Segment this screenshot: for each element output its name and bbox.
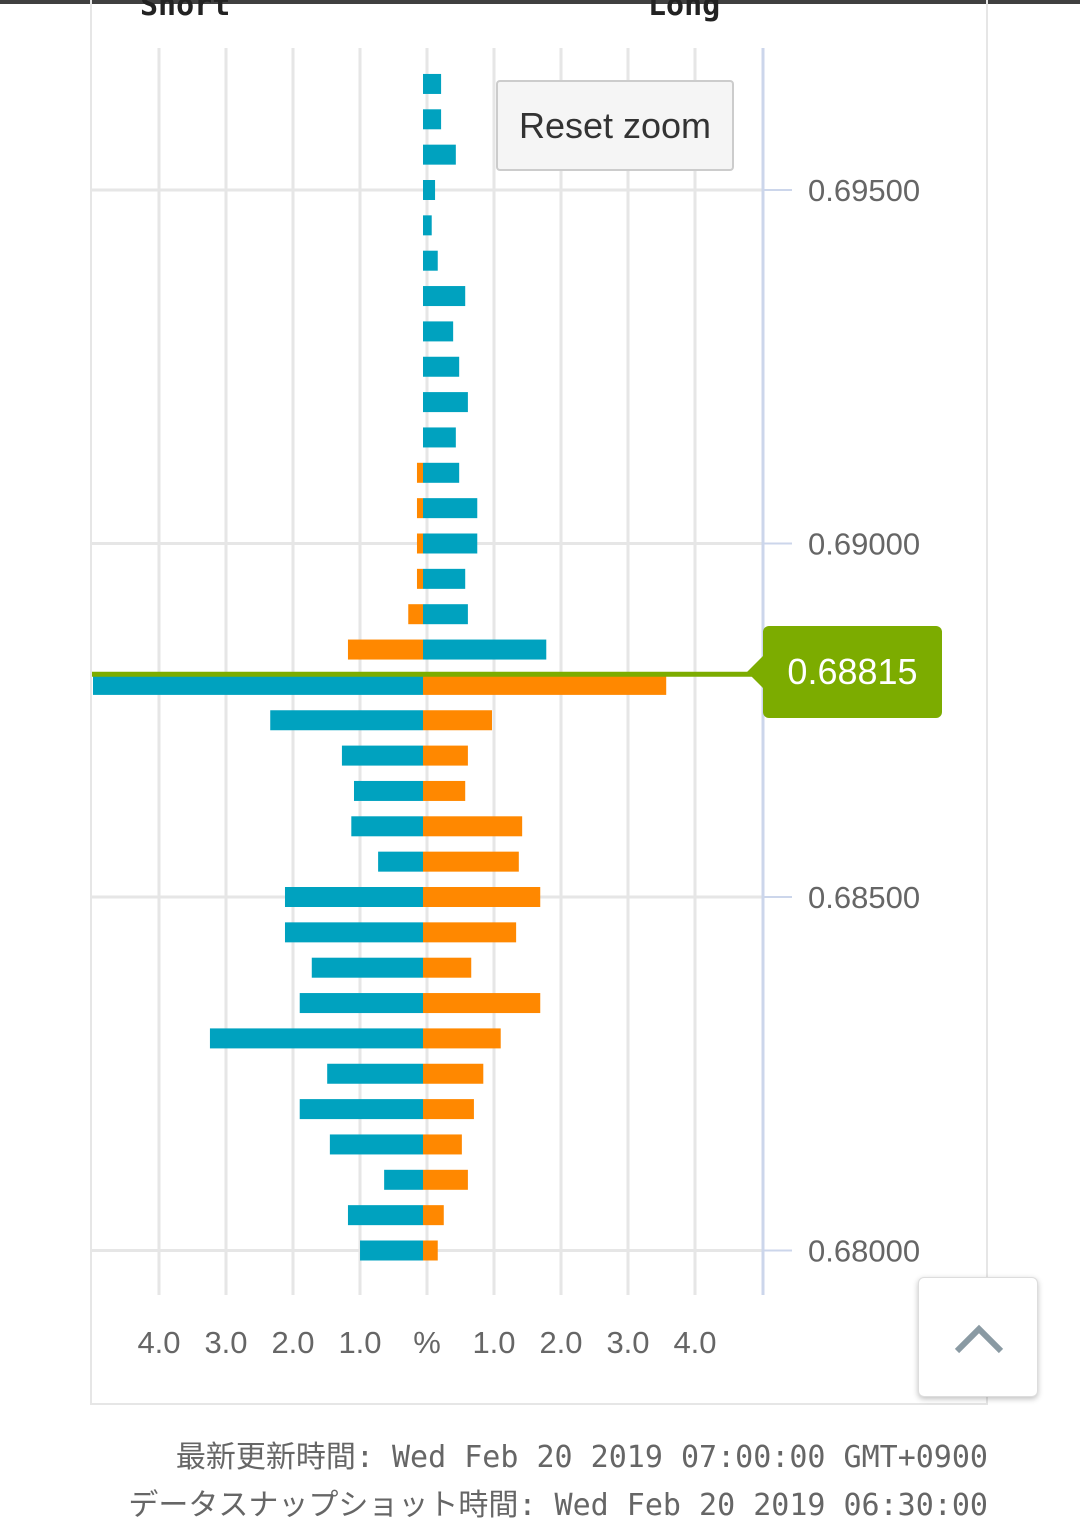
long-bar <box>423 957 472 978</box>
long-bar <box>423 710 493 731</box>
long-bar <box>423 180 436 200</box>
long-bar <box>423 922 517 943</box>
long-bar <box>423 321 454 342</box>
y-tick-label: 0.68000 <box>808 1234 920 1269</box>
long-bar <box>423 356 460 377</box>
short-bar <box>327 1063 423 1084</box>
y-tick-label: 0.68500 <box>808 880 920 915</box>
short-bar <box>329 1134 423 1155</box>
long-bar <box>423 144 456 165</box>
long-bar <box>423 745 468 766</box>
long-bar <box>423 286 466 307</box>
long-bar <box>423 993 541 1014</box>
short-bar <box>341 745 423 766</box>
short-bar <box>284 887 423 907</box>
x-tick-label: % <box>413 1325 441 1360</box>
long-bar <box>423 462 460 483</box>
long-bar <box>423 816 523 837</box>
x-tick-label: 4.0 <box>137 1325 180 1360</box>
long-bar <box>423 1169 468 1190</box>
long-label: Long <box>648 0 721 23</box>
long-bar <box>423 250 438 271</box>
snapshot-time-text: データスナップショット時間: Wed Feb 20 2019 06:30:00 <box>128 1488 988 1523</box>
long-bar <box>423 604 468 625</box>
short-bar <box>299 1099 423 1120</box>
y-tick-label: 0.69500 <box>808 173 920 208</box>
long-bar <box>423 568 466 589</box>
long-bar <box>423 887 541 907</box>
short-bar <box>353 780 423 801</box>
long-bar <box>423 498 478 519</box>
long-bar <box>423 215 432 236</box>
long-bar <box>423 427 456 448</box>
y-tick-label: 0.69000 <box>808 527 920 562</box>
short-bar <box>384 1169 423 1190</box>
short-bar <box>416 498 423 519</box>
short-bar <box>270 710 423 731</box>
short-bar <box>416 568 423 589</box>
scroll-to-top-button[interactable] <box>918 1277 1038 1397</box>
x-tick-label: 1.0 <box>338 1325 381 1360</box>
short-bar <box>299 993 423 1014</box>
last-updated-text: 最新更新時間: Wed Feb 20 2019 07:00:00 GMT+090… <box>175 1440 988 1475</box>
chevron-up-icon <box>954 1324 1004 1354</box>
chart-frame <box>90 0 988 1405</box>
long-bar <box>423 1205 444 1226</box>
short-bar <box>347 1205 423 1226</box>
short-bar <box>408 604 423 625</box>
current-price-label: 0.68815 <box>747 626 942 718</box>
x-tick-label: 1.0 <box>472 1325 515 1360</box>
short-bar <box>416 462 423 483</box>
short-label: Short <box>140 0 231 23</box>
short-bar <box>347 639 423 660</box>
short-bar <box>360 1240 423 1261</box>
top-bar <box>0 0 1080 4</box>
short-bar <box>311 957 423 978</box>
long-bar <box>423 780 466 801</box>
short-bar <box>93 674 423 695</box>
x-tick-label: 3.0 <box>606 1325 649 1360</box>
reset-zoom-button[interactable]: Reset zoom <box>496 80 734 171</box>
short-bar <box>351 816 423 837</box>
x-tick-label: 4.0 <box>673 1325 716 1360</box>
long-bar <box>423 1134 462 1155</box>
long-bar <box>423 1063 484 1084</box>
long-bar <box>423 851 519 872</box>
long-bar <box>423 1028 501 1049</box>
long-bar <box>423 533 478 554</box>
long-bar <box>423 392 468 413</box>
x-tick-label: 3.0 <box>204 1325 247 1360</box>
long-bar <box>423 674 667 695</box>
short-bar <box>378 851 423 872</box>
order-book-chart[interactable]: 0.69500 0.69000 0.68500 0.68000 4.0 3.0 2.0 1.0… <box>0 0 1080 1420</box>
x-tick-label: 2.0 <box>271 1325 314 1360</box>
long-bar <box>423 1099 474 1120</box>
long-bar <box>423 639 547 660</box>
short-bar <box>284 922 423 943</box>
long-bar <box>423 1240 438 1261</box>
long-bar <box>423 109 442 130</box>
short-bar <box>416 533 423 554</box>
x-tick-label: 2.0 <box>539 1325 582 1360</box>
long-bar <box>423 73 442 94</box>
short-bar <box>209 1028 423 1049</box>
